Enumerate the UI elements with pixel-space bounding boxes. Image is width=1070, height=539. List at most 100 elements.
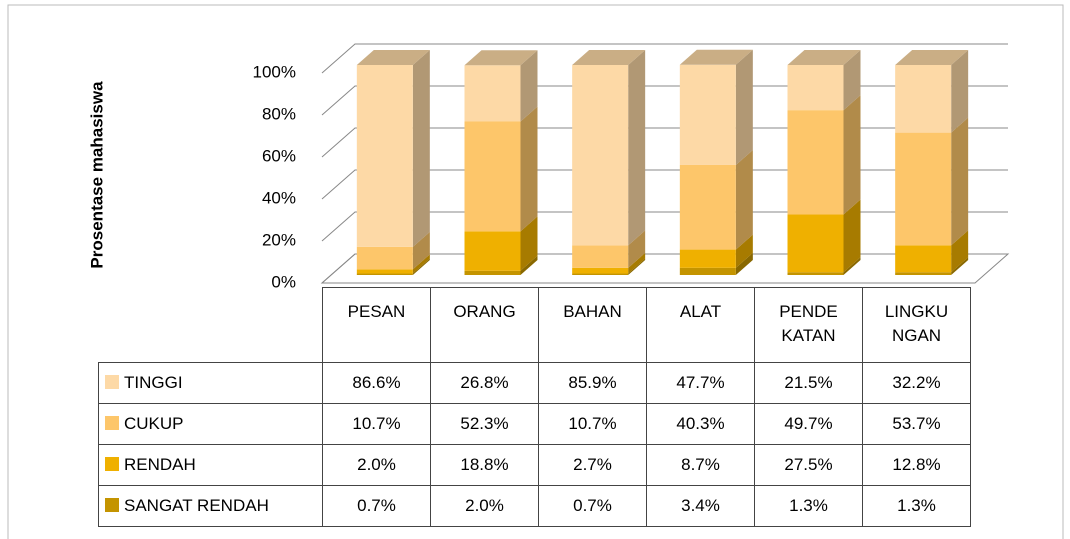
bar [356, 269, 413, 274]
chart-frame [7, 4, 1064, 539]
table-row: SANGAT RENDAH 0.7% 2.0% 0.7% 3.4% 1.3% 1.3% [98, 485, 971, 527]
value-cell: 2.0% [430, 485, 539, 527]
value-cell: 18.8% [430, 444, 539, 486]
value-cell: 21.5% [754, 362, 863, 404]
category-label: BAHAN [538, 287, 647, 363]
legend-entry: RENDAH [98, 444, 323, 486]
bar [679, 249, 736, 268]
bar [356, 65, 413, 247]
bar [895, 65, 952, 133]
bar-side [520, 216, 538, 271]
y-tick-label: 20% [262, 230, 296, 249]
bar [679, 164, 736, 250]
bar-side [520, 255, 538, 275]
bar [895, 245, 952, 273]
bar [356, 246, 413, 270]
bar-side [735, 149, 753, 250]
value-cell: 27.5% [754, 444, 863, 486]
value-cell: 12.8% [862, 444, 971, 486]
bar-top [787, 50, 861, 65]
bar-side [628, 258, 646, 275]
category-label: ORANG [430, 287, 539, 363]
legend-entry: SANGAT RENDAH [98, 485, 323, 527]
bar-side [628, 50, 646, 246]
bar [679, 267, 736, 275]
bar [464, 65, 521, 122]
bar [895, 272, 952, 275]
value-cell: 10.7% [538, 403, 647, 445]
bar-side [843, 50, 861, 111]
legend-swatch [105, 416, 119, 430]
value-cell: 0.7% [538, 485, 647, 527]
bar-side [951, 230, 969, 273]
y-axis-label: Prosentase mahasiswa [87, 81, 106, 269]
value-cell: 10.7% [322, 403, 431, 445]
value-cell: 8.7% [646, 444, 755, 486]
value-cell: 86.6% [322, 362, 431, 404]
bar-side [843, 95, 861, 215]
bar-side [951, 257, 969, 275]
value-cell: 49.7% [754, 403, 863, 445]
bar [572, 245, 629, 268]
category-label: PESAN [322, 287, 431, 363]
bar [572, 267, 629, 274]
bar [679, 64, 736, 165]
table-corner [98, 287, 323, 363]
bar-top [679, 49, 753, 65]
bar-side [520, 106, 538, 232]
table-row: CUKUP 10.7% 52.3% 10.7% 40.3% 49.7% 53.7% [98, 403, 971, 445]
bar-side [735, 234, 753, 268]
bar-side [412, 258, 430, 275]
bar [356, 273, 413, 275]
value-cell: 3.4% [646, 485, 755, 527]
value-cell: 26.8% [430, 362, 539, 404]
legend-label: TINGGI [124, 373, 183, 392]
bar [787, 110, 844, 215]
bar-side [520, 50, 538, 122]
value-cell: 85.9% [538, 362, 647, 404]
category-label: PENDE KATAN [754, 287, 863, 363]
bar [572, 273, 629, 275]
bar-side [951, 50, 969, 133]
legend-entry: CUKUP [98, 403, 323, 445]
bar-side [412, 50, 430, 247]
legend-swatch [105, 498, 119, 512]
value-cell: 32.2% [862, 362, 971, 404]
value-cell: 2.0% [322, 444, 431, 486]
data-table: PESAN ORANG BAHAN ALAT PENDE KATAN LINGKU NGA… [98, 287, 971, 527]
value-cell: 40.3% [646, 403, 755, 445]
bar-side [628, 252, 646, 274]
bar-top [356, 50, 430, 65]
value-cell: 52.3% [430, 403, 539, 445]
bar [787, 214, 844, 273]
bar [895, 132, 952, 246]
legend-entry: TINGGI [98, 362, 323, 404]
y-tick-label: 80% [262, 104, 296, 123]
value-cell: 0.7% [322, 485, 431, 527]
category-label: ALAT [646, 287, 755, 363]
bar-side [951, 117, 969, 246]
legend-swatch [105, 457, 119, 471]
legend-label: SANGAT RENDAH [124, 496, 269, 515]
bar-side [628, 230, 646, 268]
value-cell: 1.3% [754, 485, 863, 527]
legend-label: CUKUP [124, 414, 184, 433]
bar-side [412, 231, 430, 270]
bar-top [464, 50, 538, 66]
bar-side [735, 49, 753, 165]
category-label: LINGKU NGAN [862, 287, 971, 363]
bar-top [572, 50, 646, 65]
bar [464, 121, 521, 232]
table-row: RENDAH 2.0% 18.8% 2.7% 8.7% 27.5% 12.8% [98, 444, 971, 486]
table-row: TINGGI 86.6% 26.8% 85.9% 47.7% 21.5% 32.2% [98, 362, 971, 404]
grid-line [321, 43, 1008, 74]
y-tick-label: 60% [262, 146, 296, 165]
bar [787, 65, 844, 111]
bar-side [735, 252, 753, 275]
bar-side [843, 257, 861, 275]
bar [787, 272, 844, 275]
legend-label: RENDAH [124, 455, 196, 474]
bar [464, 270, 521, 275]
